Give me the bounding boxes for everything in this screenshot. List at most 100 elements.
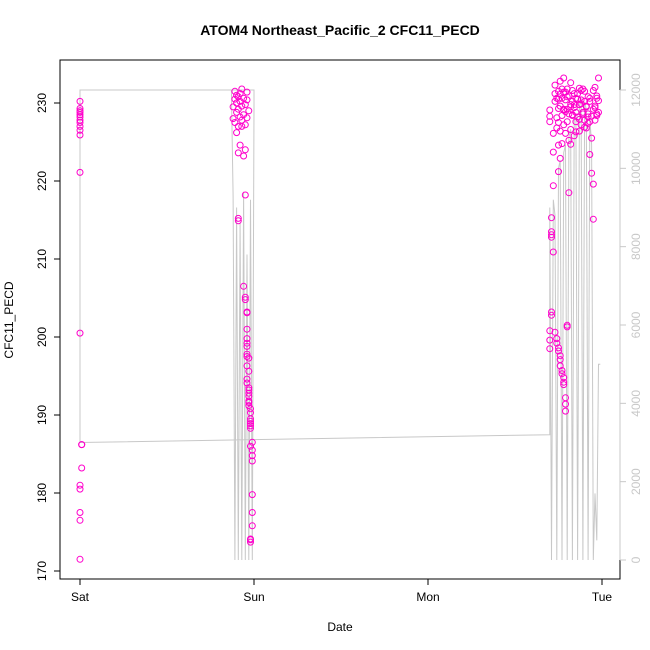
data-point — [76, 97, 84, 105]
data-point — [558, 370, 566, 378]
data-point — [78, 441, 86, 449]
data-point — [236, 141, 244, 149]
y-tick-label: 180 — [35, 483, 49, 503]
data-point — [593, 92, 601, 100]
data-point — [555, 344, 562, 352]
data-point — [247, 442, 254, 450]
data-point — [549, 182, 557, 190]
data-point — [586, 97, 594, 105]
y-tick-label: 190 — [35, 405, 49, 425]
y-tick-label: 210 — [35, 249, 49, 269]
data-point — [247, 405, 254, 413]
data-point — [553, 335, 561, 343]
data-point — [570, 104, 578, 112]
data-point — [243, 342, 251, 350]
y2-tick-label: 8000 — [629, 233, 643, 260]
data-point — [577, 96, 585, 104]
data-point — [243, 335, 251, 343]
data-point — [548, 311, 555, 319]
data-point — [247, 536, 254, 544]
data-point — [78, 464, 86, 472]
data-point — [238, 102, 246, 110]
data-point — [563, 118, 571, 126]
x-axis-label: Date — [327, 620, 353, 634]
data-point — [234, 122, 242, 130]
data-point — [581, 123, 589, 131]
data-point — [595, 108, 602, 116]
data-point — [581, 87, 589, 95]
data-point — [562, 88, 569, 96]
data-point — [243, 325, 251, 333]
data-point — [563, 105, 571, 113]
data-point — [546, 336, 554, 344]
data-point — [243, 114, 251, 122]
data-point — [549, 148, 557, 156]
data-point — [595, 74, 602, 82]
data-point — [555, 347, 562, 355]
data-point — [565, 110, 573, 118]
data-point — [241, 293, 249, 301]
data-point — [567, 140, 575, 148]
data-point — [76, 481, 84, 489]
data-point — [589, 105, 597, 113]
data-point — [238, 122, 246, 130]
data-point — [572, 128, 580, 136]
data-point — [567, 103, 575, 111]
data-point — [572, 108, 580, 116]
data-point — [582, 103, 590, 111]
data-point — [236, 90, 244, 98]
data-point — [558, 367, 566, 374]
data-point — [551, 81, 559, 89]
x-axis: Sat Sun Mon Tue — [71, 578, 612, 604]
data-point — [238, 85, 246, 93]
data-point — [548, 228, 555, 236]
y2-axis: 0 2000 4000 6000 8000 10000 12000 — [619, 73, 643, 563]
data-point — [548, 214, 555, 222]
data-point — [241, 191, 249, 199]
data-point — [591, 104, 599, 112]
data-point — [76, 516, 84, 524]
data-point — [247, 417, 254, 425]
data-point — [549, 129, 557, 137]
data-point — [243, 339, 251, 347]
data-point — [588, 134, 596, 142]
data-point — [240, 282, 248, 290]
secondary-series-layer — [79, 89, 601, 561]
y-tick-label: 230 — [35, 93, 49, 113]
data-point — [568, 111, 576, 119]
data-point — [570, 90, 578, 98]
data-point — [556, 352, 564, 360]
y2-tick-label: 4000 — [629, 390, 643, 417]
data-point — [76, 168, 84, 176]
x-tick-label: Sat — [71, 590, 90, 604]
y2-tick-label: 0 — [629, 556, 643, 563]
y2-tick-label: 10000 — [629, 151, 643, 185]
data-point — [555, 95, 562, 103]
data-point — [555, 141, 562, 149]
data-point — [556, 154, 564, 162]
data-point — [241, 121, 249, 129]
data-point — [584, 110, 592, 118]
data-point — [241, 296, 249, 304]
data-point — [248, 509, 256, 516]
data-point — [584, 93, 592, 101]
data-point — [546, 118, 554, 126]
secondary-series-line — [79, 89, 601, 561]
data-point — [558, 140, 566, 148]
data-point — [248, 457, 256, 465]
data-point — [248, 438, 256, 446]
data-point — [560, 105, 568, 113]
data-point — [245, 367, 253, 375]
data-point — [563, 93, 571, 101]
data-point — [76, 329, 84, 337]
data-point — [553, 339, 561, 347]
data-point — [591, 116, 599, 124]
data-point — [243, 309, 251, 317]
data-point — [572, 118, 580, 126]
data-point — [546, 106, 554, 114]
data-point — [562, 407, 569, 415]
data-point — [589, 215, 597, 223]
data-point — [575, 127, 583, 135]
data-point — [234, 149, 242, 157]
